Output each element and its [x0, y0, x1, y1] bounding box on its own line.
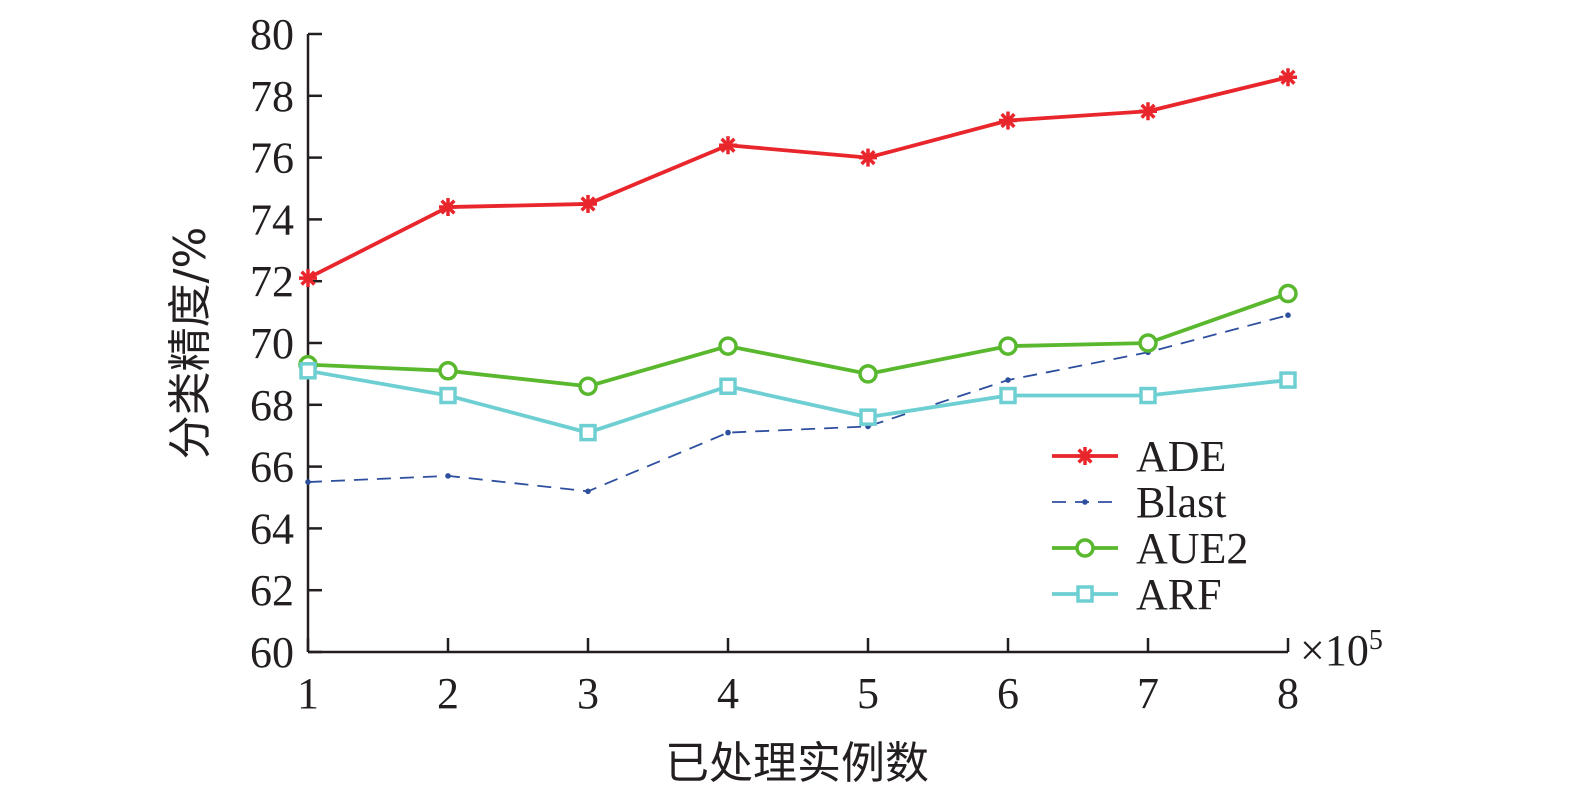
series-blast: [305, 312, 1291, 495]
legend-label: Blast: [1136, 478, 1226, 527]
data-point-blast: [1005, 377, 1011, 383]
x-tick-label: 3: [577, 669, 599, 718]
x-tick-label: 4: [717, 669, 739, 718]
legend-marker: [1076, 447, 1094, 465]
data-point-aue2: [998, 336, 1018, 356]
data-point-ade: [859, 148, 877, 167]
x-tick-label: 2: [437, 669, 459, 718]
data-point-ade: [439, 198, 457, 217]
series-arf: [299, 362, 1297, 442]
y-tick-label: 72: [250, 257, 294, 306]
data-point-ade: [719, 136, 737, 155]
y-tick-label: 68: [250, 381, 294, 430]
x-multiplier: ×105: [1300, 625, 1383, 675]
legend-item: ADE: [1052, 432, 1226, 481]
y-tick-label: 62: [250, 566, 294, 615]
data-point-ade: [999, 111, 1017, 130]
y-tick-label: 74: [250, 195, 294, 244]
data-point-aue2: [438, 361, 458, 381]
data-point-arf: [859, 408, 877, 426]
legend-marker: [1076, 585, 1094, 603]
y-tick-label: 80: [250, 10, 294, 59]
data-point-arf: [579, 423, 597, 442]
data-point-arf: [299, 362, 317, 380]
data-point-blast: [305, 479, 311, 485]
x-tick-label: 1: [297, 669, 319, 718]
data-point-arf: [1279, 371, 1297, 389]
y-tick-label: 60: [250, 628, 294, 677]
x-tick-label: 6: [997, 669, 1019, 718]
legend-label: ADE: [1136, 432, 1226, 481]
legend-item: ARF: [1052, 570, 1222, 619]
series-line-arf: [307, 368, 1289, 435]
x-tick-label: 8: [1277, 669, 1299, 718]
data-point-arf: [719, 377, 737, 396]
x-multiplier-exp: 5: [1369, 625, 1383, 656]
data-point-ade: [299, 269, 317, 288]
series-line-blast: [307, 314, 1289, 493]
data-point-arf: [1139, 386, 1157, 405]
data-point-blast: [725, 429, 731, 436]
x-axis-title: 已处理实例数: [665, 738, 929, 789]
x-tick-label: 7: [1137, 669, 1159, 718]
x-multiplier-base: ×10: [1300, 626, 1369, 675]
data-point-aue2: [1138, 333, 1158, 353]
series-line-aue2: [307, 291, 1289, 389]
data-point-aue2: [578, 376, 598, 397]
legend-marker: [1082, 499, 1088, 505]
series-ade: [299, 68, 1297, 288]
data-point-blast: [1285, 312, 1291, 318]
y-tick-label: 76: [250, 134, 294, 183]
legend-label: AUE2: [1136, 524, 1248, 573]
data-point-aue2: [1278, 283, 1298, 304]
data-point-arf: [999, 386, 1017, 405]
data-point-ade: [1279, 68, 1297, 87]
data-point-aue2: [858, 364, 878, 384]
y-tick-label: 70: [250, 319, 294, 368]
series-aue2: [298, 283, 1298, 397]
y-tick-label: 66: [250, 443, 294, 492]
data-point-blast: [585, 488, 591, 495]
legend-marker: [1075, 538, 1095, 558]
data-point-ade: [579, 194, 597, 213]
data-point-arf: [439, 386, 457, 405]
data-point-aue2: [718, 336, 738, 356]
data-point-blast: [445, 473, 451, 479]
legend-item: Blast: [1052, 478, 1226, 527]
legend-label: ARF: [1136, 570, 1222, 619]
data-point-ade: [1139, 102, 1157, 121]
y-tick-label: 78: [250, 72, 294, 121]
series-line-ade: [307, 75, 1289, 280]
y-axis-title: 分类精度/%: [165, 227, 216, 460]
legend-item: AUE2: [1052, 524, 1248, 573]
series-layer: [298, 68, 1298, 495]
y-tick-label: 64: [250, 504, 294, 553]
x-tick-label: 5: [857, 669, 879, 718]
